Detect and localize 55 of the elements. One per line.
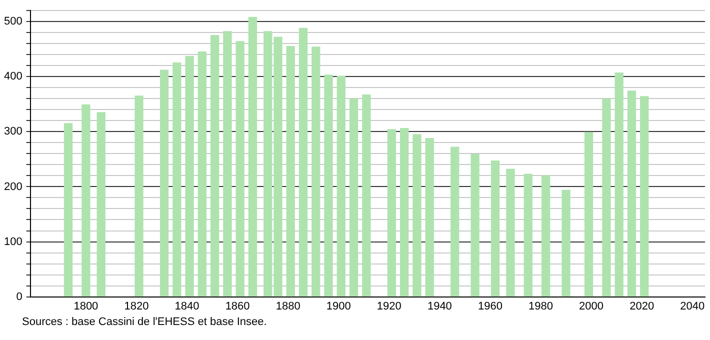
bar	[223, 31, 232, 297]
x-tick-label: 1980	[528, 300, 553, 312]
bar	[349, 98, 358, 297]
bar	[298, 28, 308, 297]
bar	[640, 96, 649, 297]
source-note: Sources : base Cassini de l'EHESS et base Insee.	[22, 316, 268, 328]
x-tick-label: 1960	[478, 300, 502, 312]
bar	[387, 129, 396, 297]
bar	[324, 74, 333, 297]
bar	[82, 104, 90, 297]
x-tick-label: 2000	[579, 300, 604, 312]
bar	[400, 128, 409, 297]
bar	[584, 132, 594, 297]
x-tick-label: 1880	[276, 300, 300, 312]
bar	[248, 16, 258, 297]
bar	[362, 94, 371, 297]
bar	[96, 112, 106, 297]
y-tick-label: 0	[16, 290, 22, 303]
x-tick-label: 2040	[680, 300, 705, 312]
bar	[562, 190, 570, 297]
x-tick-label: 1820	[124, 300, 149, 312]
bar	[134, 96, 144, 297]
bar	[541, 175, 550, 297]
bar	[425, 138, 434, 297]
x-tick-label: 2020	[630, 300, 654, 312]
bar	[506, 168, 515, 297]
bar	[160, 70, 169, 297]
y-tick-label: 200	[4, 180, 22, 193]
x-tick-label: 1860	[225, 300, 250, 312]
y-tick-label: 500	[4, 16, 22, 28]
x-tick-label: 1840	[174, 300, 200, 312]
bar	[490, 160, 500, 297]
bar	[627, 90, 636, 297]
bar	[602, 98, 611, 297]
y-tick-label: 100	[4, 236, 22, 248]
bar	[64, 123, 73, 297]
y-tick-label: 400	[4, 70, 22, 83]
bar	[524, 174, 532, 297]
bar	[450, 146, 460, 297]
bar	[236, 41, 244, 297]
x-tick-label: 1800	[74, 300, 98, 312]
bar	[412, 134, 422, 297]
bar	[210, 35, 220, 297]
y-tick-label: 300	[4, 126, 22, 138]
x-tick-label: 1920	[376, 300, 402, 312]
bar	[172, 62, 182, 297]
x-tick-label: 1940	[427, 300, 452, 312]
bar	[185, 56, 194, 297]
x-tick-label: 1900	[326, 300, 351, 312]
bar	[312, 46, 320, 297]
bar	[198, 52, 207, 297]
bar	[286, 46, 295, 297]
bar	[336, 76, 346, 297]
bar	[614, 72, 624, 297]
bar	[470, 154, 480, 297]
